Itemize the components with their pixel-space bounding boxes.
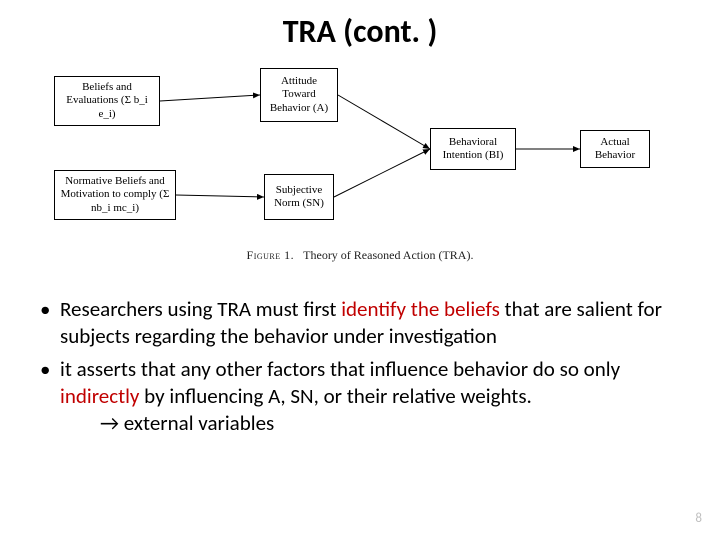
bullet-item: Researchers using TRA must first identif… — [36, 296, 696, 350]
figure-caption: Figure 1. Theory of Reasoned Action (TRA… — [0, 248, 720, 263]
bullet-text: by influencing A, SN, or their relative … — [139, 383, 531, 409]
node-subjective-norm: Subjective Norm (SN) — [264, 174, 334, 220]
bullet-text-emphasis: identify the beliefs — [341, 296, 500, 322]
node-behavioral-intention: Behavioral Intention (BI) — [430, 128, 516, 170]
bullet-list: Researchers using TRA must first identif… — [36, 296, 696, 442]
bullet-item: it asserts that any other factors that i… — [36, 356, 696, 437]
bullet-text: Researchers using TRA must first — [60, 296, 341, 322]
page-number: 8 — [695, 511, 702, 526]
bullet-tail: → external variables — [60, 410, 696, 437]
node-normative-beliefs: Normative Beliefs and Motivation to comp… — [54, 170, 176, 220]
node-actual-behavior: Actual Behavior — [580, 130, 650, 168]
bullet-text-emphasis: indirectly — [60, 383, 139, 409]
bullet-text: it asserts that any other factors that i… — [60, 356, 620, 382]
figure-caption-text: Theory of Reasoned Action (TRA). — [303, 248, 473, 262]
page-title: TRA (cont. ) — [0, 12, 720, 51]
node-attitude: Attitude Toward Behavior (A) — [260, 68, 338, 122]
tra-diagram: Beliefs and Evaluations (Σ b_i e_i) Norm… — [40, 62, 680, 262]
figure-caption-label: Figure 1. — [247, 248, 295, 262]
node-beliefs-evaluations: Beliefs and Evaluations (Σ b_i e_i) — [54, 76, 160, 126]
